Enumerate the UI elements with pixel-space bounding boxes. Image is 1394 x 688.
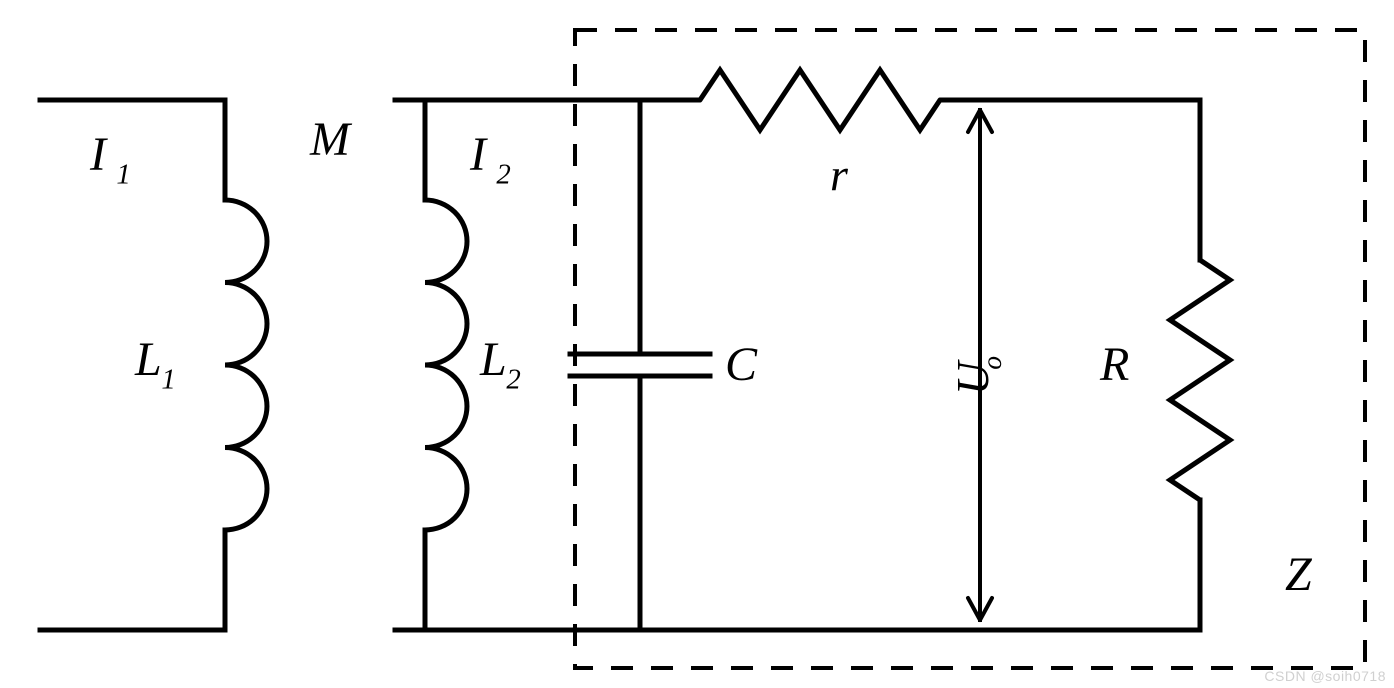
label-C: C <box>725 338 758 391</box>
svg-text:2: 2 <box>496 158 510 190</box>
label-r: r <box>830 149 849 200</box>
label-L1: L1 <box>134 333 176 395</box>
label-I2: I2 <box>469 128 511 190</box>
label-M: M <box>309 113 353 166</box>
label-Z: Z <box>1285 548 1313 601</box>
svg-text:o: o <box>976 356 1007 370</box>
svg-text:1: 1 <box>116 158 130 190</box>
label-R: R <box>1099 338 1129 391</box>
svg-text:C: C <box>725 338 758 391</box>
svg-text:2: 2 <box>506 363 520 395</box>
circuit-diagram: I1MI2L1L2rCUoRZ <box>0 0 1394 688</box>
svg-text:r: r <box>830 149 849 200</box>
svg-text:M: M <box>309 113 353 166</box>
svg-text:1: 1 <box>161 363 175 395</box>
svg-text:I: I <box>469 128 488 181</box>
label-I1: I1 <box>89 128 131 190</box>
svg-text:I: I <box>89 128 108 181</box>
svg-text:L: L <box>134 333 162 386</box>
svg-text:R: R <box>1099 338 1129 391</box>
svg-text:L: L <box>479 333 507 386</box>
label-L2: L2 <box>479 333 521 395</box>
label-Uo: Uo <box>947 356 1007 395</box>
svg-text:Z: Z <box>1285 548 1313 601</box>
watermark: CSDN @soih0718 <box>1264 668 1386 684</box>
